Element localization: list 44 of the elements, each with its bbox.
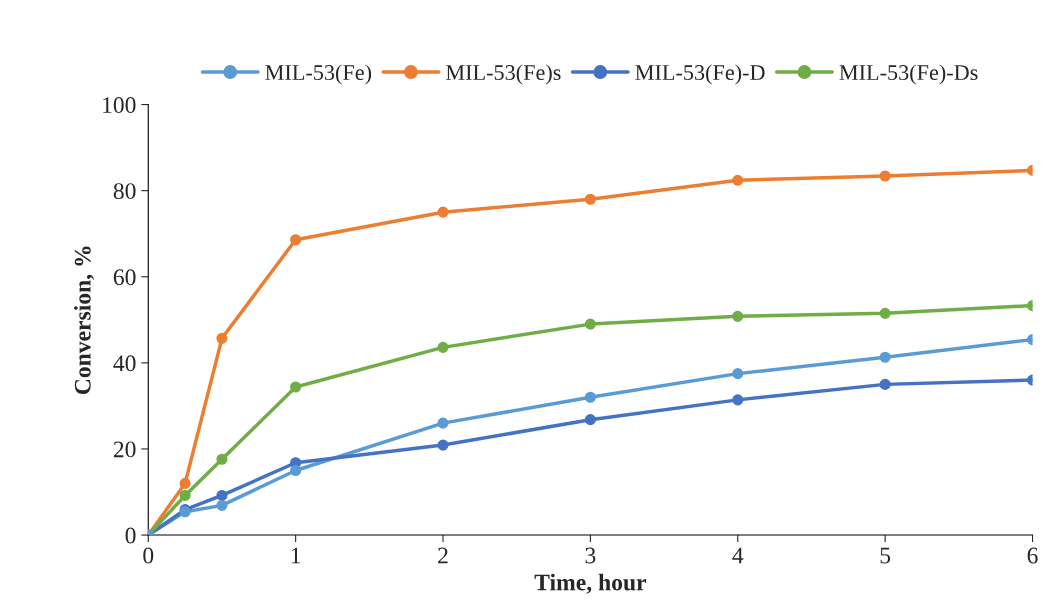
y-tick-label: 20 (113, 441, 136, 458)
point (216, 453, 228, 465)
y-tick-label: 80 (113, 183, 136, 200)
y-tick-label: 60 (113, 269, 136, 286)
point (179, 477, 191, 489)
point (179, 489, 191, 502)
x-tick-label: 6 (1027, 547, 1038, 564)
point (290, 381, 302, 393)
point (216, 332, 228, 344)
point (584, 193, 596, 205)
point (437, 341, 449, 353)
x-tick-label: 4 (732, 547, 744, 564)
point (879, 378, 891, 390)
point (584, 391, 596, 403)
legend-label: MIL-53(Fe)-Ds (839, 64, 978, 85)
point (732, 394, 744, 406)
point (879, 170, 891, 182)
y-tick-label: 100 (103, 97, 136, 113)
y-tick-label: 40 (113, 355, 136, 372)
point (732, 368, 744, 380)
x-tick-label: 0 (143, 547, 154, 564)
point (290, 464, 302, 477)
x-tick-label: 5 (880, 547, 891, 564)
x-tick-label: 1 (291, 547, 301, 564)
point (584, 414, 596, 426)
point (879, 307, 891, 319)
y-axis-title: Conversion, % (74, 246, 95, 395)
legend-label: MIL-53(Fe) (265, 64, 372, 85)
point (437, 206, 449, 218)
point (437, 417, 449, 429)
point (216, 499, 228, 511)
point (290, 234, 302, 246)
legend-label: MIL-53(Fe)s (446, 64, 561, 85)
point (732, 174, 744, 186)
x-axis-title: Time, hour (534, 573, 647, 594)
point (584, 318, 596, 330)
x-tick-label: 2 (438, 547, 448, 564)
legend-label: MIL-53(Fe)-D (635, 64, 765, 85)
x-tick-label: 3 (585, 547, 596, 564)
point (732, 310, 744, 322)
point (437, 439, 449, 451)
point (216, 489, 228, 502)
point (879, 351, 891, 363)
y-tick-label: 0 (125, 527, 136, 544)
